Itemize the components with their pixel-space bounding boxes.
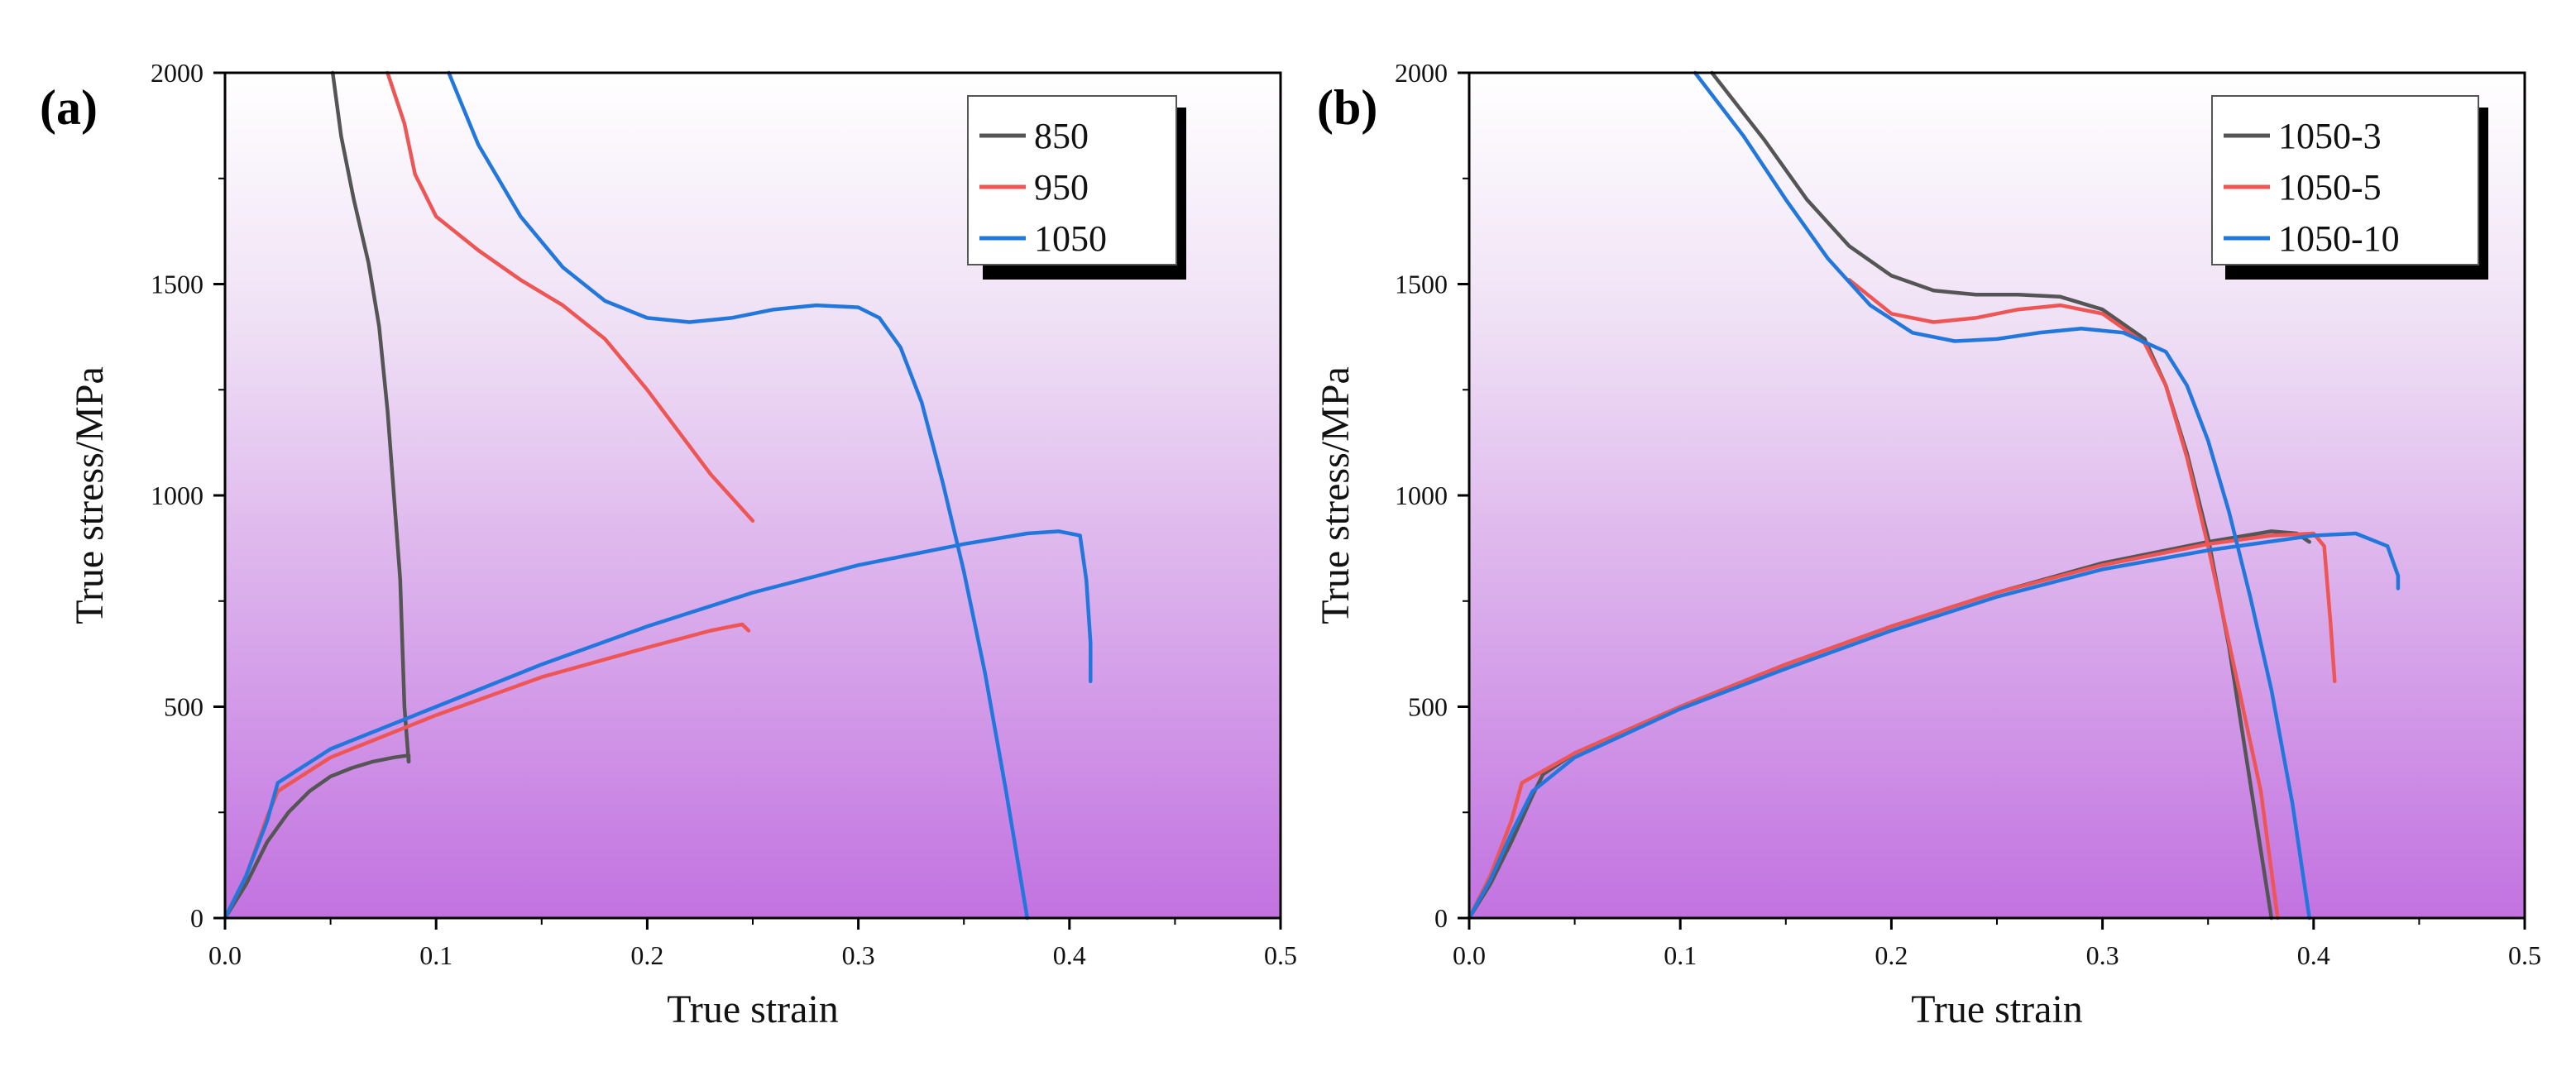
series-line-1050-5-compression [1847,278,2280,921]
legend-label: 1050-3 [2278,116,2382,156]
legend-a: 850 950 1050 [967,95,1186,280]
x-axis-label-a: True strain [667,988,839,1031]
series-line-950-compression [385,70,755,523]
x-tick-label: 0.0 [1453,940,1486,970]
y-tick-label: 500 [1408,692,1448,722]
y-tick-label: 0 [190,903,203,933]
y-tick-label: 2000 [151,58,203,88]
y-tick-label: 0 [1434,903,1448,933]
x-tick-label: 0.0 [208,940,242,970]
x-tick-label: 0.3 [842,940,875,970]
x-ticks-b: 0.0 0.1 0.2 0.3 0.4 0.5 [1453,918,2541,970]
legend-label: 1050 [1034,218,1107,259]
x-tick-label: 0.2 [630,940,663,970]
x-tick-label: 0.5 [1264,940,1297,970]
panel-label-b: (b) [1317,80,1377,135]
y-axis-label-b: True stress/MPa [1314,366,1357,624]
x-tick-label: 0.2 [1875,940,1908,970]
x-tick-label: 0.5 [2508,940,2541,970]
x-tick-label: 0.4 [2297,940,2330,970]
legend-label: 1050-10 [2278,218,2400,259]
y-axis-label-a: True stress/MPa [68,366,112,624]
y-tick-label: 1500 [151,270,203,299]
legend-label: 1050-5 [2278,167,2382,208]
series-layer-b [1467,70,2401,921]
y-tick-label: 500 [164,692,203,722]
legend-b: 1050-3 1050-5 1050-10 [2211,95,2488,280]
x-tick-label: 0.3 [2086,940,2119,970]
series-line-850-tension [223,753,411,921]
legend-box-a [967,95,1177,265]
legend-entries-b: 1050-3 1050-5 1050-10 [2224,116,2400,259]
x-tick-label: 0.4 [1053,940,1086,970]
x-tick-label: 0.1 [1664,940,1697,970]
series-line-850-compression [330,70,411,764]
legend-label: 950 [1034,167,1089,208]
legend-entries-a: 850 950 1050 [979,116,1107,259]
y-tick-label: 1000 [1395,481,1448,510]
series-line-1050-5-tension [1467,531,2337,921]
y-tick-label: 1000 [151,481,203,510]
series-line-1050-10-compression [1693,70,2311,921]
legend-label: 850 [1034,116,1089,156]
series-line-1050-tension [223,529,1093,921]
series-layer-a [223,70,1093,921]
y-tick-label: 1500 [1395,270,1448,299]
x-ticks-a: 0.0 0.1 0.2 0.3 0.4 0.5 [208,918,1297,970]
y-ticks-a: 0 500 1000 1500 2000 [151,58,225,933]
series-line-1050-compression [447,70,1030,921]
x-axis-label-b: True strain [1911,988,2083,1031]
x-tick-label: 0.1 [419,940,452,970]
y-ticks-b: 0 500 1000 1500 2000 [1395,58,1469,933]
y-tick-label: 2000 [1395,58,1448,88]
series-line-1050-10-tension [1467,531,2401,921]
panel-label-a: (a) [40,80,98,135]
